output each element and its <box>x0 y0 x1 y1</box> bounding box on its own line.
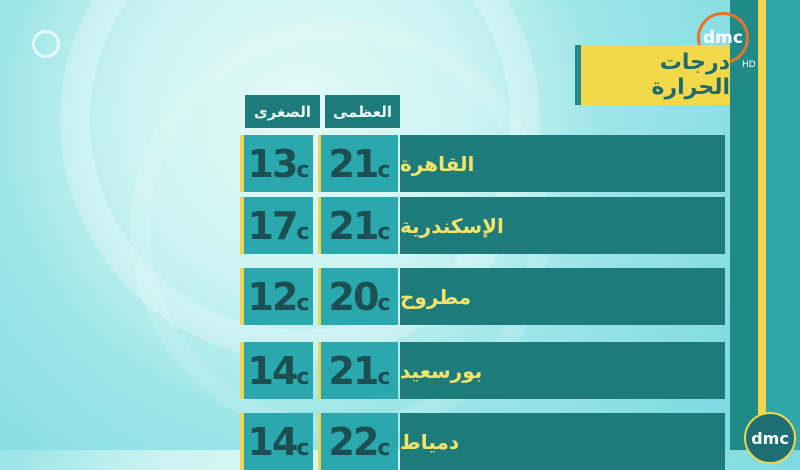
header-max: العظمى <box>325 95 400 128</box>
channel-logo-bottom: dmc <box>744 412 796 464</box>
side-stripe <box>730 0 760 450</box>
hd-label: HD <box>742 60 756 70</box>
city-name: مطروح <box>400 268 725 325</box>
min-temp: 17 c <box>240 197 313 254</box>
unit-label: c <box>296 436 310 461</box>
city-name: الإسكندرية <box>400 197 725 254</box>
max-temp: 21 c <box>318 342 398 399</box>
unit-label: c <box>296 365 310 390</box>
side-stripe <box>758 0 766 450</box>
unit-label: c <box>377 291 391 316</box>
max-temp: 22 c <box>318 413 398 470</box>
max-temp: 20 c <box>318 268 398 325</box>
unit-label: c <box>377 436 391 461</box>
max-temp: 21 c <box>318 197 398 254</box>
table-row: 12 c 20 c مطروح <box>240 268 725 325</box>
table-row: 13 c 21 c القاهرة <box>240 135 725 192</box>
city-name: بورسعيد <box>400 342 725 399</box>
max-temp: 21 c <box>318 135 398 192</box>
watermark-icon <box>32 30 60 58</box>
table-row: 17 c 21 c الإسكندرية <box>240 197 725 254</box>
city-name: دمياط <box>400 413 725 470</box>
unit-label: c <box>377 158 391 183</box>
min-temp: 13 c <box>240 135 313 192</box>
table-row: 14 c 21 c بورسعيد <box>240 342 725 399</box>
side-stripe <box>766 0 800 450</box>
page-title: درجات الحرارة <box>575 45 730 105</box>
unit-label: c <box>296 158 310 183</box>
unit-label: c <box>296 291 310 316</box>
unit-label: c <box>296 220 310 245</box>
min-temp: 14 c <box>240 413 313 470</box>
header-min: الصغرى <box>245 95 320 128</box>
unit-label: c <box>377 365 391 390</box>
table-row: 14 c 22 c دمياط <box>240 413 725 470</box>
min-temp: 12 c <box>240 268 313 325</box>
city-name: القاهرة <box>400 135 725 192</box>
unit-label: c <box>377 220 391 245</box>
min-temp: 14 c <box>240 342 313 399</box>
